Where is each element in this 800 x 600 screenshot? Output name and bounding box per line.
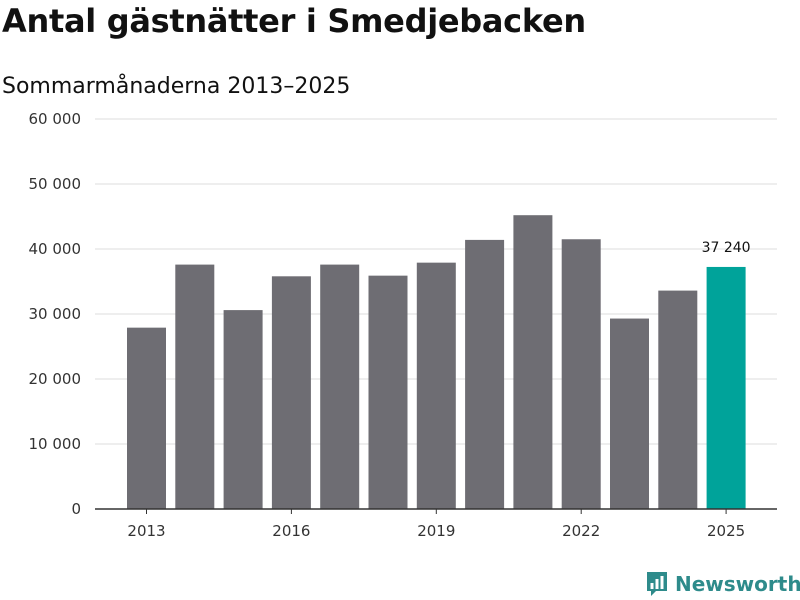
- x-tick-label: 2022: [562, 522, 600, 540]
- y-tick-label: 30 000: [29, 305, 82, 323]
- y-axis-ticks: 0 10 000 20 000 30 000 40 000 50 000 60 000: [29, 110, 82, 518]
- y-tick-label: 60 000: [29, 110, 82, 128]
- bars: [127, 215, 746, 509]
- x-tick-label: 2019: [417, 522, 455, 540]
- bar-2015: [223, 310, 263, 509]
- chart-subtitle: Sommarmånaderna 2013–2025: [2, 74, 351, 99]
- newsworthy-logo: Newsworthy: [645, 570, 800, 598]
- x-tick-label: 2013: [127, 522, 165, 540]
- bar-2021: [513, 215, 553, 509]
- y-tick-label: 50 000: [29, 175, 82, 193]
- bar-2019: [416, 262, 456, 509]
- data-labels: 37 240: [702, 240, 751, 256]
- bar-2013: [127, 327, 166, 509]
- y-tick-label: 10 000: [29, 435, 82, 453]
- newsworthy-logo-text: Newsworthy: [675, 572, 800, 596]
- y-tick-label: 0: [71, 500, 81, 518]
- bar-2020: [465, 239, 505, 509]
- y-tick-label: 20 000: [29, 370, 82, 388]
- x-tick-label: 2016: [272, 522, 310, 540]
- bar-2023: [610, 318, 649, 509]
- bar-2018: [368, 275, 408, 509]
- bar-2024: [658, 290, 698, 509]
- bar-2017: [320, 264, 360, 509]
- bar-2022: [561, 239, 601, 509]
- data-label-2025: 37 240: [702, 240, 751, 256]
- bar-2025: [706, 266, 746, 509]
- bar-2014: [175, 264, 215, 509]
- y-tick-label: 40 000: [29, 240, 82, 258]
- newsworthy-logo-icon: [647, 572, 667, 596]
- x-tick-label: 2025: [707, 522, 745, 540]
- bar-2016: [271, 276, 311, 509]
- bar-chart: 0 10 000 20 000 30 000 40 000 50 000 60 000 20…: [29, 110, 777, 540]
- x-axis: 2013 2016 2019 2022 2025: [95, 508, 777, 540]
- chart-title: Antal gästnätter i Smedjebacken: [2, 2, 586, 40]
